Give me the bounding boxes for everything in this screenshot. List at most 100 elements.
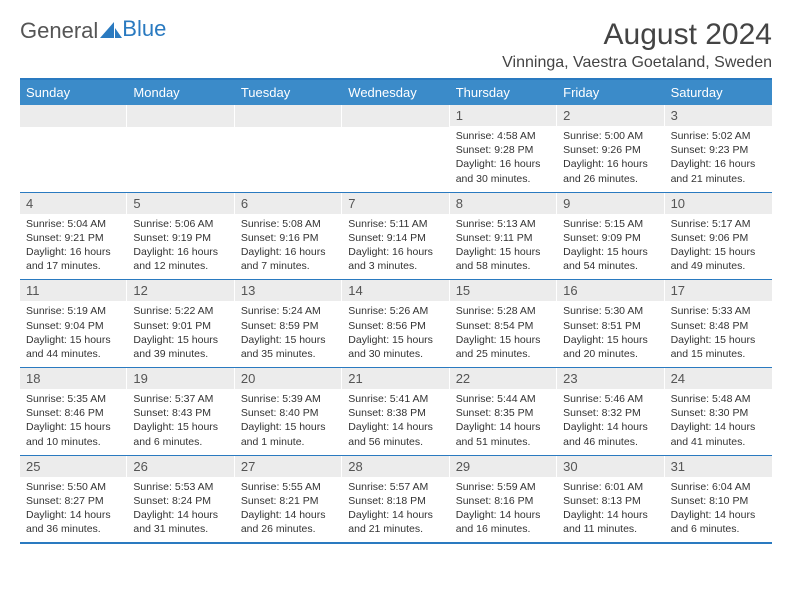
day-number: 12 — [127, 280, 234, 301]
daylight-text-1: Daylight: 15 hours — [26, 420, 121, 434]
daylight-text-2: and 51 minutes. — [456, 435, 551, 449]
daylight-text-1: Daylight: 16 hours — [671, 157, 766, 171]
sunset-text: Sunset: 8:13 PM — [563, 494, 658, 508]
day-number: 21 — [342, 368, 449, 389]
day-header-row: Sunday Monday Tuesday Wednesday Thursday… — [20, 80, 772, 105]
sunrise-text: Sunrise: 5:22 AM — [133, 304, 228, 318]
calendar-week: 4Sunrise: 5:04 AMSunset: 9:21 PMDaylight… — [20, 192, 772, 280]
day-cell: 4Sunrise: 5:04 AMSunset: 9:21 PMDaylight… — [20, 193, 127, 280]
daylight-text-1: Daylight: 14 hours — [563, 508, 658, 522]
sunset-text: Sunset: 8:51 PM — [563, 319, 658, 333]
daylight-text-2: and 20 minutes. — [563, 347, 658, 361]
sunset-text: Sunset: 8:40 PM — [241, 406, 336, 420]
sunset-text: Sunset: 9:09 PM — [563, 231, 658, 245]
day-number: 20 — [235, 368, 342, 389]
day-number: 10 — [665, 193, 772, 214]
daylight-text-1: Daylight: 14 hours — [456, 508, 551, 522]
sunset-text: Sunset: 9:26 PM — [563, 143, 658, 157]
day-number: 13 — [235, 280, 342, 301]
daylight-text-2: and 30 minutes. — [348, 347, 443, 361]
sunrise-text: Sunrise: 5:35 AM — [26, 392, 121, 406]
day-number: 26 — [127, 456, 234, 477]
daylight-text-2: and 31 minutes. — [133, 522, 228, 536]
day-details: Sunrise: 5:02 AMSunset: 9:23 PMDaylight:… — [665, 126, 772, 192]
daylight-text-2: and 10 minutes. — [26, 435, 121, 449]
daylight-text-2: and 41 minutes. — [671, 435, 766, 449]
daylight-text-2: and 36 minutes. — [26, 522, 121, 536]
day-details: Sunrise: 5:26 AMSunset: 8:56 PMDaylight:… — [342, 301, 449, 367]
daylight-text-2: and 44 minutes. — [26, 347, 121, 361]
day-number: 4 — [20, 193, 127, 214]
day-number: 16 — [557, 280, 664, 301]
daylight-text-1: Daylight: 16 hours — [348, 245, 443, 259]
daylight-text-1: Daylight: 16 hours — [241, 245, 336, 259]
sunset-text: Sunset: 8:10 PM — [671, 494, 766, 508]
day-header-mon: Monday — [127, 80, 234, 105]
daylight-text-2: and 35 minutes. — [241, 347, 336, 361]
day-number: 14 — [342, 280, 449, 301]
calendar-week: 25Sunrise: 5:50 AMSunset: 8:27 PMDayligh… — [20, 455, 772, 543]
day-details: Sunrise: 5:19 AMSunset: 9:04 PMDaylight:… — [20, 301, 127, 367]
day-cell: 15Sunrise: 5:28 AMSunset: 8:54 PMDayligh… — [450, 280, 557, 367]
sunrise-text: Sunrise: 5:48 AM — [671, 392, 766, 406]
daylight-text-1: Daylight: 15 hours — [133, 420, 228, 434]
day-number: 5 — [127, 193, 234, 214]
daylight-text-2: and 25 minutes. — [456, 347, 551, 361]
daylight-text-1: Daylight: 16 hours — [26, 245, 121, 259]
sunrise-text: Sunrise: 5:04 AM — [26, 217, 121, 231]
day-details: Sunrise: 5:39 AMSunset: 8:40 PMDaylight:… — [235, 389, 342, 455]
sunrise-text: Sunrise: 5:53 AM — [133, 480, 228, 494]
day-number: 19 — [127, 368, 234, 389]
daylight-text-1: Daylight: 15 hours — [671, 245, 766, 259]
day-cell: 9Sunrise: 5:15 AMSunset: 9:09 PMDaylight… — [557, 193, 664, 280]
day-details: Sunrise: 5:08 AMSunset: 9:16 PMDaylight:… — [235, 214, 342, 280]
day-details: Sunrise: 5:35 AMSunset: 8:46 PMDaylight:… — [20, 389, 127, 455]
daylight-text-1: Daylight: 15 hours — [133, 333, 228, 347]
day-details: Sunrise: 5:17 AMSunset: 9:06 PMDaylight:… — [665, 214, 772, 280]
sunset-text: Sunset: 9:16 PM — [241, 231, 336, 245]
day-number: 17 — [665, 280, 772, 301]
day-details: Sunrise: 5:22 AMSunset: 9:01 PMDaylight:… — [127, 301, 234, 367]
sunrise-text: Sunrise: 5:02 AM — [671, 129, 766, 143]
daylight-text-1: Daylight: 15 hours — [348, 333, 443, 347]
empty-cell — [127, 105, 234, 192]
day-details: Sunrise: 5:50 AMSunset: 8:27 PMDaylight:… — [20, 477, 127, 543]
day-number: 1 — [450, 105, 557, 126]
daylight-text-1: Daylight: 15 hours — [563, 245, 658, 259]
daylight-text-2: and 26 minutes. — [563, 172, 658, 186]
daylight-text-1: Daylight: 14 hours — [671, 508, 766, 522]
day-number: 9 — [557, 193, 664, 214]
sunset-text: Sunset: 8:35 PM — [456, 406, 551, 420]
empty-cell — [235, 105, 342, 192]
sunrise-text: Sunrise: 5:57 AM — [348, 480, 443, 494]
calendar-body: 1Sunrise: 4:58 AMSunset: 9:28 PMDaylight… — [20, 105, 772, 542]
daylight-text-1: Daylight: 14 hours — [456, 420, 551, 434]
sunrise-text: Sunrise: 5:39 AM — [241, 392, 336, 406]
title-block: August 2024 Vinninga, Vaestra Goetaland,… — [502, 18, 772, 72]
day-header-fri: Friday — [557, 80, 664, 105]
sunrise-text: Sunrise: 5:13 AM — [456, 217, 551, 231]
day-details: Sunrise: 5:48 AMSunset: 8:30 PMDaylight:… — [665, 389, 772, 455]
day-cell: 13Sunrise: 5:24 AMSunset: 8:59 PMDayligh… — [235, 280, 342, 367]
day-details: Sunrise: 5:37 AMSunset: 8:43 PMDaylight:… — [127, 389, 234, 455]
day-details: Sunrise: 5:04 AMSunset: 9:21 PMDaylight:… — [20, 214, 127, 280]
sunrise-text: Sunrise: 5:00 AM — [563, 129, 658, 143]
day-cell: 12Sunrise: 5:22 AMSunset: 9:01 PMDayligh… — [127, 280, 234, 367]
day-details: Sunrise: 4:58 AMSunset: 9:28 PMDaylight:… — [450, 126, 557, 192]
day-details: Sunrise: 5:24 AMSunset: 8:59 PMDaylight:… — [235, 301, 342, 367]
sunrise-text: Sunrise: 5:33 AM — [671, 304, 766, 318]
daylight-text-1: Daylight: 16 hours — [133, 245, 228, 259]
day-details: Sunrise: 5:00 AMSunset: 9:26 PMDaylight:… — [557, 126, 664, 192]
day-number: 27 — [235, 456, 342, 477]
calendar-week: 18Sunrise: 5:35 AMSunset: 8:46 PMDayligh… — [20, 367, 772, 455]
sunrise-text: Sunrise: 5:41 AM — [348, 392, 443, 406]
day-details: Sunrise: 5:30 AMSunset: 8:51 PMDaylight:… — [557, 301, 664, 367]
day-cell: 30Sunrise: 6:01 AMSunset: 8:13 PMDayligh… — [557, 456, 664, 543]
day-cell: 3Sunrise: 5:02 AMSunset: 9:23 PMDaylight… — [665, 105, 772, 192]
sunrise-text: Sunrise: 6:04 AM — [671, 480, 766, 494]
day-details: Sunrise: 5:41 AMSunset: 8:38 PMDaylight:… — [342, 389, 449, 455]
daylight-text-2: and 11 minutes. — [563, 522, 658, 536]
day-number: 23 — [557, 368, 664, 389]
sunset-text: Sunset: 8:59 PM — [241, 319, 336, 333]
daylight-text-1: Daylight: 15 hours — [456, 333, 551, 347]
